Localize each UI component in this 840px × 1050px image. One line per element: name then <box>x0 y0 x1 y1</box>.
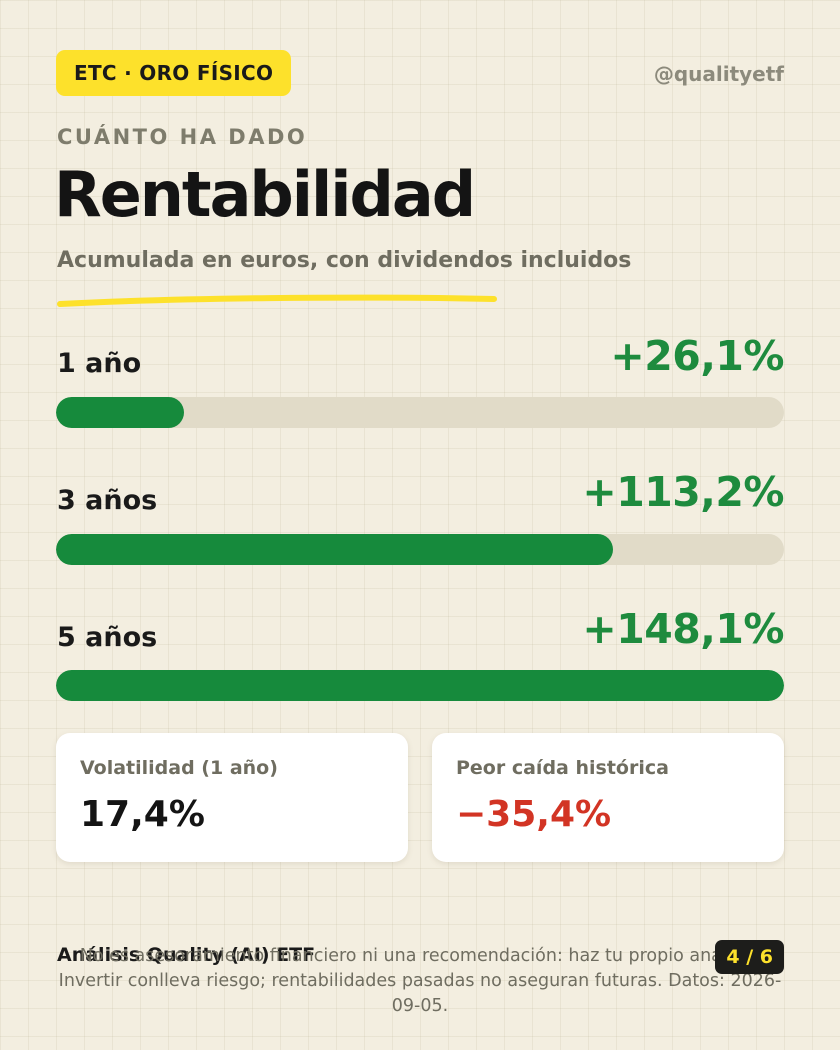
section-eyebrow: CUÁNTO HA DADO <box>57 125 308 149</box>
return-value-1y: +26,1% <box>610 332 784 380</box>
volatility-value: 17,4% <box>80 794 205 835</box>
drawdown-card: Peor caída histórica −35,4% <box>432 733 784 862</box>
return-bar-fill-1y <box>56 397 185 428</box>
footer-brand: Análisis Quality (AI) ETF <box>57 944 316 966</box>
return-bar-1y <box>56 397 784 428</box>
return-label-1y: 1 año <box>57 348 142 379</box>
return-label-3y: 3 años <box>57 485 158 516</box>
drawdown-label: Peor caída histórica <box>456 757 669 779</box>
return-value-5y: +148,1% <box>582 605 784 653</box>
highlight-underline <box>57 294 497 307</box>
volatility-card: Volatilidad (1 año) 17,4% <box>56 733 408 862</box>
page-title: Rentabilidad <box>54 158 476 231</box>
return-bar-5y <box>56 670 784 701</box>
return-label-5y: 5 años <box>57 622 158 653</box>
volatility-label: Volatilidad (1 año) <box>80 757 278 779</box>
return-value-3y: +113,2% <box>582 468 784 516</box>
account-handle: @qualityetf <box>653 62 784 86</box>
return-bar-fill-5y <box>56 670 784 701</box>
page-subtitle: Acumulada en euros, con dividendos inclu… <box>57 248 632 273</box>
disclaimer-text: No es asesoramiento financiero ni una re… <box>58 946 782 1016</box>
drawdown-value: −35,4% <box>456 794 612 835</box>
return-bar-3y <box>56 534 784 565</box>
page-indicator: 4 / 6 <box>715 940 784 974</box>
return-bar-fill-3y <box>56 534 613 565</box>
category-tag: ETC · ORO FÍSICO <box>56 50 292 96</box>
